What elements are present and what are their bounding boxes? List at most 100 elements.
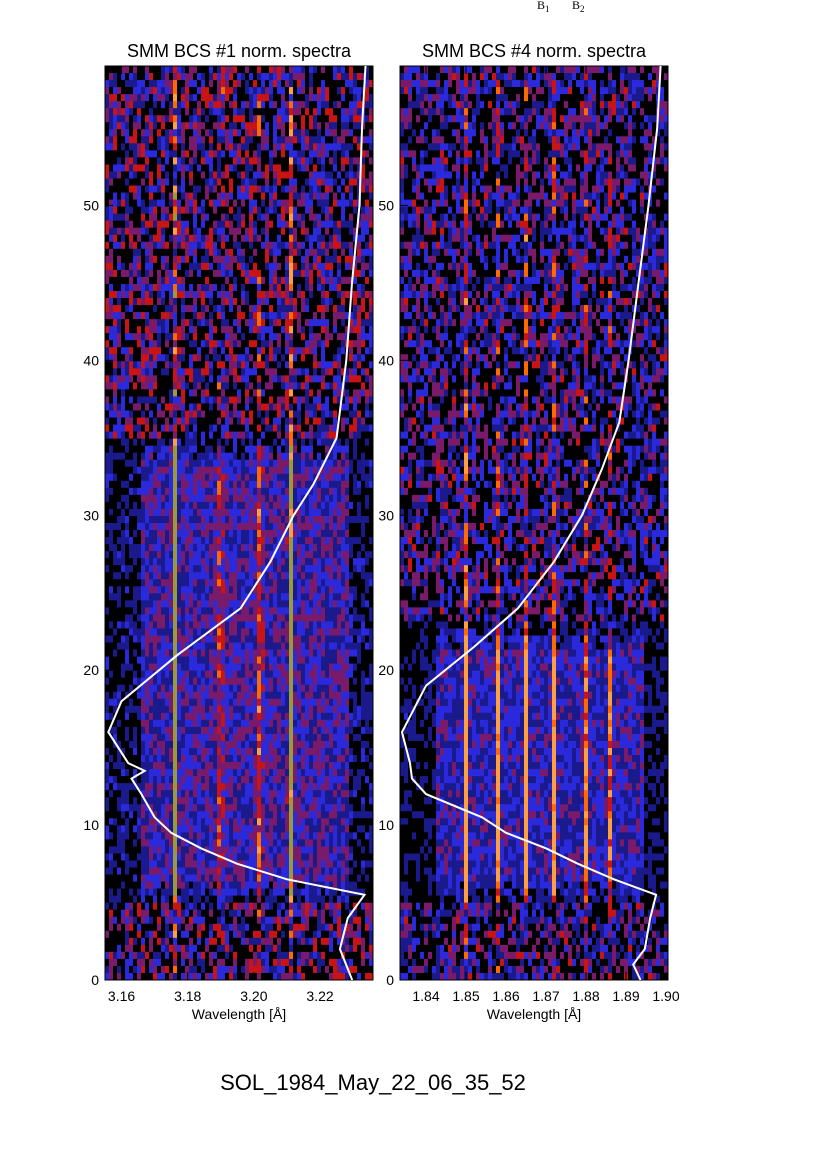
heatmap-cell xyxy=(345,487,350,496)
heatmap-cell xyxy=(273,480,278,489)
heatmap-cell xyxy=(217,255,222,264)
heatmap-cell xyxy=(225,122,230,130)
heatmap-cell xyxy=(273,368,278,376)
heatmap-cell xyxy=(197,87,202,95)
heatmap-cell xyxy=(297,403,302,412)
heatmap-cell xyxy=(221,213,226,222)
heatmap-cell xyxy=(241,199,246,208)
heatmap-cell xyxy=(169,199,174,208)
heatmap-cell xyxy=(129,586,134,594)
heatmap-cell xyxy=(265,431,270,440)
heatmap-cell xyxy=(333,579,338,587)
heatmap-cell xyxy=(261,220,266,229)
heatmap-cell xyxy=(309,480,314,489)
heatmap-cell xyxy=(293,157,298,166)
heatmap-cell xyxy=(221,333,226,341)
heatmap-cell xyxy=(321,164,326,173)
heatmap-cell xyxy=(345,459,350,468)
heatmap-cell xyxy=(205,361,210,369)
heatmap-cell xyxy=(361,157,366,166)
heatmap-cell xyxy=(353,171,358,180)
heatmap-cell xyxy=(333,354,338,362)
heatmap-cell xyxy=(229,136,234,144)
heatmap-cell xyxy=(185,122,190,130)
heatmap-cell xyxy=(105,66,110,74)
heatmap-cell xyxy=(305,298,310,306)
heatmap-cell xyxy=(121,558,126,566)
heatmap-cell xyxy=(193,241,198,250)
heatmap-cell xyxy=(325,80,330,88)
heatmap-cell xyxy=(113,508,118,517)
heatmap-cell xyxy=(157,487,162,496)
heatmap-cell xyxy=(309,515,314,524)
heatmap-cell xyxy=(345,473,350,482)
heatmap-cell xyxy=(205,305,210,313)
heatmap-cell xyxy=(369,382,373,391)
heatmap-cell xyxy=(229,290,234,299)
heatmap-cell xyxy=(249,396,254,405)
heatmap-cell xyxy=(161,515,166,524)
heatmap-cell xyxy=(273,185,278,194)
heatmap-cell xyxy=(213,494,218,503)
heatmap-cell xyxy=(221,248,226,257)
heatmap-cell xyxy=(221,508,226,517)
heatmap-cell xyxy=(297,473,302,482)
heatmap-cell xyxy=(293,523,298,531)
heatmap-cell xyxy=(293,361,298,369)
heatmap-cell xyxy=(137,276,142,285)
heatmap-cell xyxy=(221,122,226,130)
heatmap-cell xyxy=(217,340,222,348)
heatmap-cell xyxy=(333,206,338,215)
heatmap-cell xyxy=(133,438,138,447)
heatmap-cell xyxy=(297,305,302,313)
heatmap-cell xyxy=(237,122,242,130)
heatmap-cell xyxy=(249,122,254,130)
heatmap-cell xyxy=(157,178,162,187)
heatmap-cell xyxy=(293,136,298,144)
heatmap-cell xyxy=(269,445,274,454)
heatmap-cell xyxy=(193,530,198,538)
heatmap-cell xyxy=(313,403,318,412)
heatmap-cell xyxy=(325,122,330,130)
heatmap-cell xyxy=(145,220,150,229)
heatmap-cell xyxy=(105,122,110,130)
heatmap-cell xyxy=(193,424,198,433)
heatmap-cell xyxy=(325,375,330,383)
heatmap-cell xyxy=(365,515,370,524)
heatmap-cell xyxy=(157,333,162,341)
heatmap-cell xyxy=(181,234,186,243)
heatmap-cell xyxy=(277,544,282,552)
heatmap-cell xyxy=(145,319,150,327)
heatmap-cell xyxy=(357,164,362,173)
heatmap-cell xyxy=(105,227,110,236)
heatmap-cell xyxy=(205,347,210,355)
heatmap-cell xyxy=(209,403,214,412)
heatmap-cell xyxy=(181,129,186,137)
heatmap-cell xyxy=(321,87,326,95)
heatmap-cell xyxy=(321,424,326,433)
heatmap-cell xyxy=(161,199,166,208)
heatmap-cell xyxy=(117,192,122,201)
heatmap-cell xyxy=(241,192,246,201)
heatmap-cell xyxy=(341,396,346,405)
heatmap-cell xyxy=(341,178,346,187)
heatmap-cell xyxy=(141,122,146,130)
heatmap-cell xyxy=(193,255,198,264)
heatmap-cell xyxy=(349,403,354,412)
heatmap-cell xyxy=(169,178,174,187)
heatmap-cell xyxy=(189,389,194,398)
heatmap-cell xyxy=(257,262,262,271)
heatmap-cell xyxy=(161,262,166,271)
heatmap-cell xyxy=(285,487,290,496)
heatmap-cell xyxy=(313,417,318,426)
heatmap-cell xyxy=(133,523,138,531)
heatmap-cell xyxy=(301,508,306,517)
heatmap-cell xyxy=(245,143,250,151)
heatmap-cell xyxy=(301,537,306,545)
heatmap-cell xyxy=(177,305,182,313)
heatmap-cell xyxy=(249,403,254,412)
heatmap-cell xyxy=(133,178,138,187)
heatmap-cell xyxy=(233,417,238,426)
heatmap-cell xyxy=(177,523,182,531)
heatmap-cell xyxy=(349,452,354,461)
